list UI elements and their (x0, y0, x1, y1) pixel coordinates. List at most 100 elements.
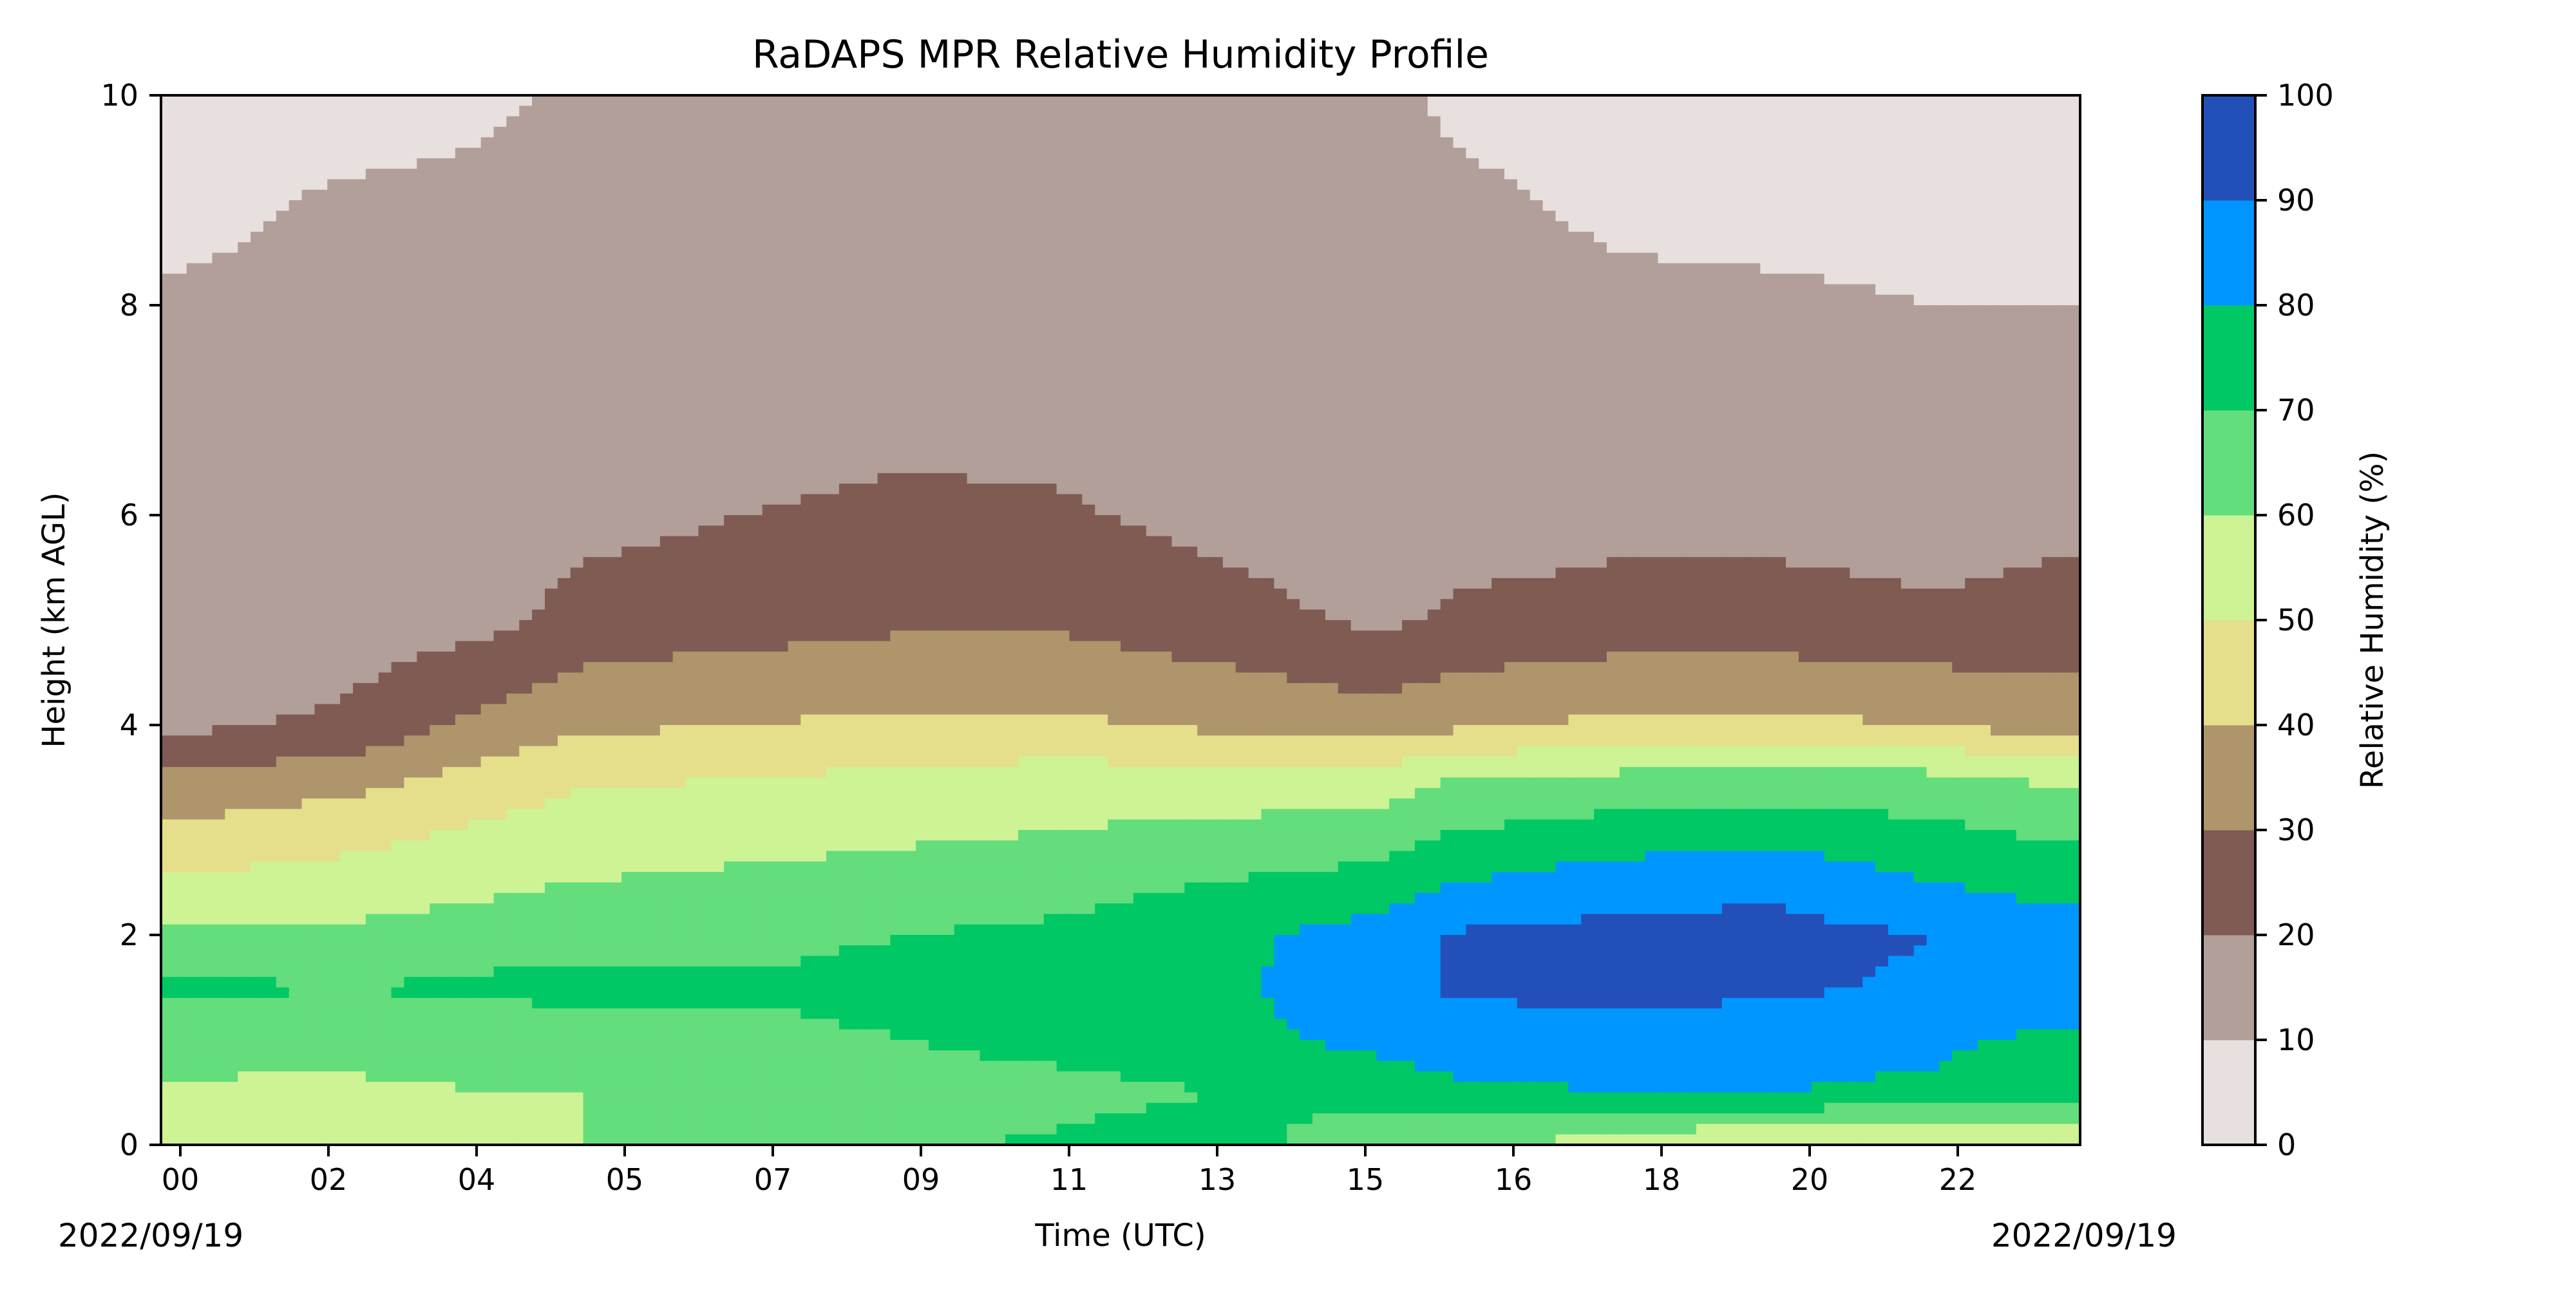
rh-cell (468, 1071, 482, 1082)
rh-cell (621, 1019, 635, 1030)
rh-cell (327, 158, 341, 169)
rh-cell (570, 263, 584, 274)
rh-cell (391, 756, 405, 768)
rh-cell (251, 882, 264, 894)
rh-cell (685, 169, 699, 180)
rh-cell (749, 1134, 763, 1145)
rh-cell (251, 662, 264, 674)
rh-cell (251, 672, 264, 684)
rh-cell (289, 200, 303, 211)
rh-cell (711, 725, 724, 736)
rh-cell (737, 462, 750, 474)
rh-cell (493, 242, 507, 254)
rh-cell (199, 189, 213, 201)
rh-cell (737, 452, 750, 464)
rh-cell (404, 756, 417, 768)
rh-cell (506, 515, 520, 526)
rh-cell (340, 169, 354, 180)
rh-cell (327, 735, 341, 747)
rh-cell (609, 599, 622, 610)
rh-cell (238, 714, 251, 726)
rh-cell (519, 1060, 533, 1072)
rh-cell (749, 945, 763, 957)
rh-cell (634, 746, 648, 757)
rh-cell (557, 987, 571, 999)
rh-cell (737, 504, 750, 516)
rh-cell (301, 326, 315, 337)
rh-cell (532, 662, 545, 674)
rh-cell (634, 536, 648, 547)
rh-cell (263, 872, 277, 883)
rh-cell (672, 956, 687, 967)
rh-cell (417, 966, 430, 977)
rh-cell (749, 200, 763, 211)
rh-cell (327, 179, 341, 191)
rh-cell (391, 326, 405, 337)
rh-cell (659, 557, 674, 569)
rh-cell (417, 326, 430, 337)
rh-cell (442, 819, 456, 831)
rh-cell (173, 294, 187, 306)
rh-cell (583, 599, 597, 610)
rh-cell (263, 966, 277, 977)
rh-cell (532, 977, 545, 988)
rh-cell (263, 578, 277, 589)
rh-cell (634, 316, 648, 327)
rh-cell (173, 892, 187, 904)
rh-cell (340, 578, 354, 589)
rh-cell (583, 567, 597, 579)
rh-cell (340, 945, 354, 957)
rh-cell (532, 830, 545, 841)
rh-cell (621, 1124, 635, 1135)
rh-cell (480, 777, 495, 789)
rh-cell (493, 368, 507, 379)
rh-cell (251, 840, 264, 852)
rh-cell (557, 735, 571, 747)
rh-cell (545, 95, 558, 106)
rh-cell (468, 347, 482, 359)
rh-cell (480, 357, 495, 369)
rh-cell (685, 1050, 699, 1062)
rh-cell (238, 410, 251, 421)
rh-cell (685, 546, 699, 558)
rh-cell (468, 525, 482, 537)
rh-cell (519, 326, 533, 337)
rh-cell (532, 589, 545, 599)
rh-cell (493, 787, 507, 799)
rh-cell (647, 1092, 661, 1104)
rh-cell (583, 746, 597, 757)
rh-cell (314, 389, 328, 400)
rh-cell (621, 452, 635, 464)
rh-cell (378, 630, 392, 642)
rh-cell (711, 389, 724, 400)
rh-cell (289, 158, 303, 169)
rh-cell (749, 399, 763, 411)
rh-cell (480, 1019, 495, 1030)
rh-cell (276, 567, 290, 579)
rh-cell (647, 767, 661, 778)
rh-cell (251, 956, 264, 967)
rh-cell (238, 484, 251, 495)
rh-cell (378, 326, 392, 337)
rh-cell (391, 1092, 405, 1104)
rh-cell (775, 399, 789, 411)
rh-cell (659, 126, 674, 138)
rh-cell (698, 494, 712, 505)
rh-cell (199, 1102, 213, 1114)
rh-cell (698, 211, 712, 222)
rh-cell (289, 525, 303, 537)
rh-cell (276, 231, 290, 243)
rh-cell (289, 662, 303, 674)
rh-cell (519, 725, 533, 736)
rh-cell (570, 420, 584, 432)
rh-cell (788, 567, 801, 579)
rh-cell (327, 662, 341, 674)
rh-cell (519, 399, 533, 411)
rh-cell (442, 242, 456, 254)
rh-cell (161, 630, 175, 642)
rh-cell (417, 599, 430, 610)
rh-cell (212, 116, 225, 127)
rh-cell (314, 274, 328, 285)
rh-cell (583, 914, 597, 925)
rh-cell (621, 410, 635, 421)
